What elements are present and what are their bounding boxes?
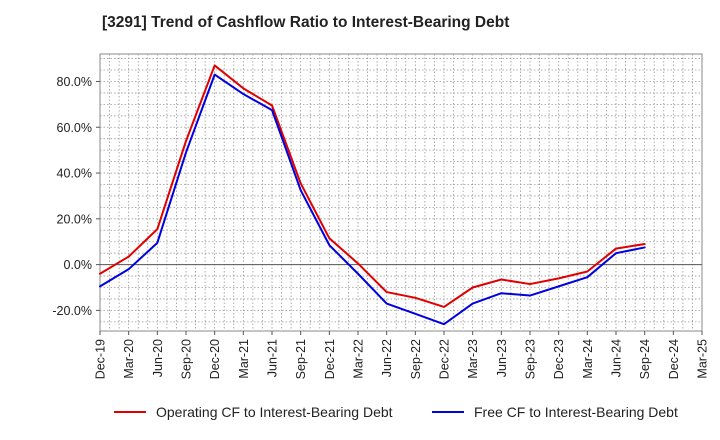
x-tick-label: Jun-24 xyxy=(610,339,624,377)
x-tick-label: Sep-24 xyxy=(638,339,652,379)
series-line-operating-cf xyxy=(99,64,646,308)
x-tick-label: Mar-23 xyxy=(466,339,480,379)
x-tick-label: Mar-20 xyxy=(122,339,136,379)
x-tick-label: Sep-22 xyxy=(409,339,423,379)
x-tick-label: Mar-25 xyxy=(696,339,710,379)
x-tick-label: Sep-20 xyxy=(180,339,194,379)
x-tick-label: Dec-22 xyxy=(438,339,452,379)
grid xyxy=(99,53,703,332)
x-tick-label: Mar-22 xyxy=(352,339,366,379)
legend-swatch-operating xyxy=(114,411,146,413)
plot-area xyxy=(99,53,703,332)
x-tick-label: Sep-23 xyxy=(524,339,538,379)
y-tick-label: -20.0% xyxy=(52,304,92,318)
y-tick-label: 20.0% xyxy=(57,212,92,226)
legend-item-free: Free CF to Interest-Bearing Debt xyxy=(432,404,678,420)
x-tick-label: Mar-21 xyxy=(237,339,251,379)
x-tick-label: Dec-21 xyxy=(323,339,337,379)
legend-swatch-free xyxy=(432,411,464,413)
x-tick-label: Jun-21 xyxy=(266,339,280,377)
x-tick-label: Dec-19 xyxy=(94,339,108,379)
x-tick-label: Dec-20 xyxy=(208,339,222,379)
series xyxy=(99,64,646,326)
x-tick-label: Dec-24 xyxy=(667,339,681,379)
tick-labels: -20.0% 0.0% 20.0% 40.0% 60.0% 80.0% Dec-19 Mar-… xyxy=(52,75,709,379)
y-tick-label: 40.0% xyxy=(57,167,92,181)
legend-item-operating: Operating CF to Interest-Bearing Debt xyxy=(114,404,393,420)
x-tick-label: Jun-20 xyxy=(151,339,165,377)
x-tick-label: Jun-23 xyxy=(495,339,509,377)
chart-title: [3291] Trend of Cashflow Ratio to Intere… xyxy=(102,14,510,31)
y-tick-label: 60.0% xyxy=(57,121,92,135)
x-tick-label: Mar-24 xyxy=(581,339,595,379)
series-line-free-cf xyxy=(99,73,646,326)
y-tick-label: 80.0% xyxy=(57,75,92,89)
legend-label-free: Free CF to Interest-Bearing Debt xyxy=(474,404,678,420)
x-tick-label: Sep-21 xyxy=(294,339,308,379)
legend: Operating CF to Interest-Bearing Debt Fr… xyxy=(0,404,720,426)
legend-label-operating: Operating CF to Interest-Bearing Debt xyxy=(156,404,393,420)
x-tick-label: Dec-23 xyxy=(552,339,566,379)
y-tick-label: 0.0% xyxy=(64,258,93,272)
x-tick-label: Jun-22 xyxy=(380,339,394,377)
